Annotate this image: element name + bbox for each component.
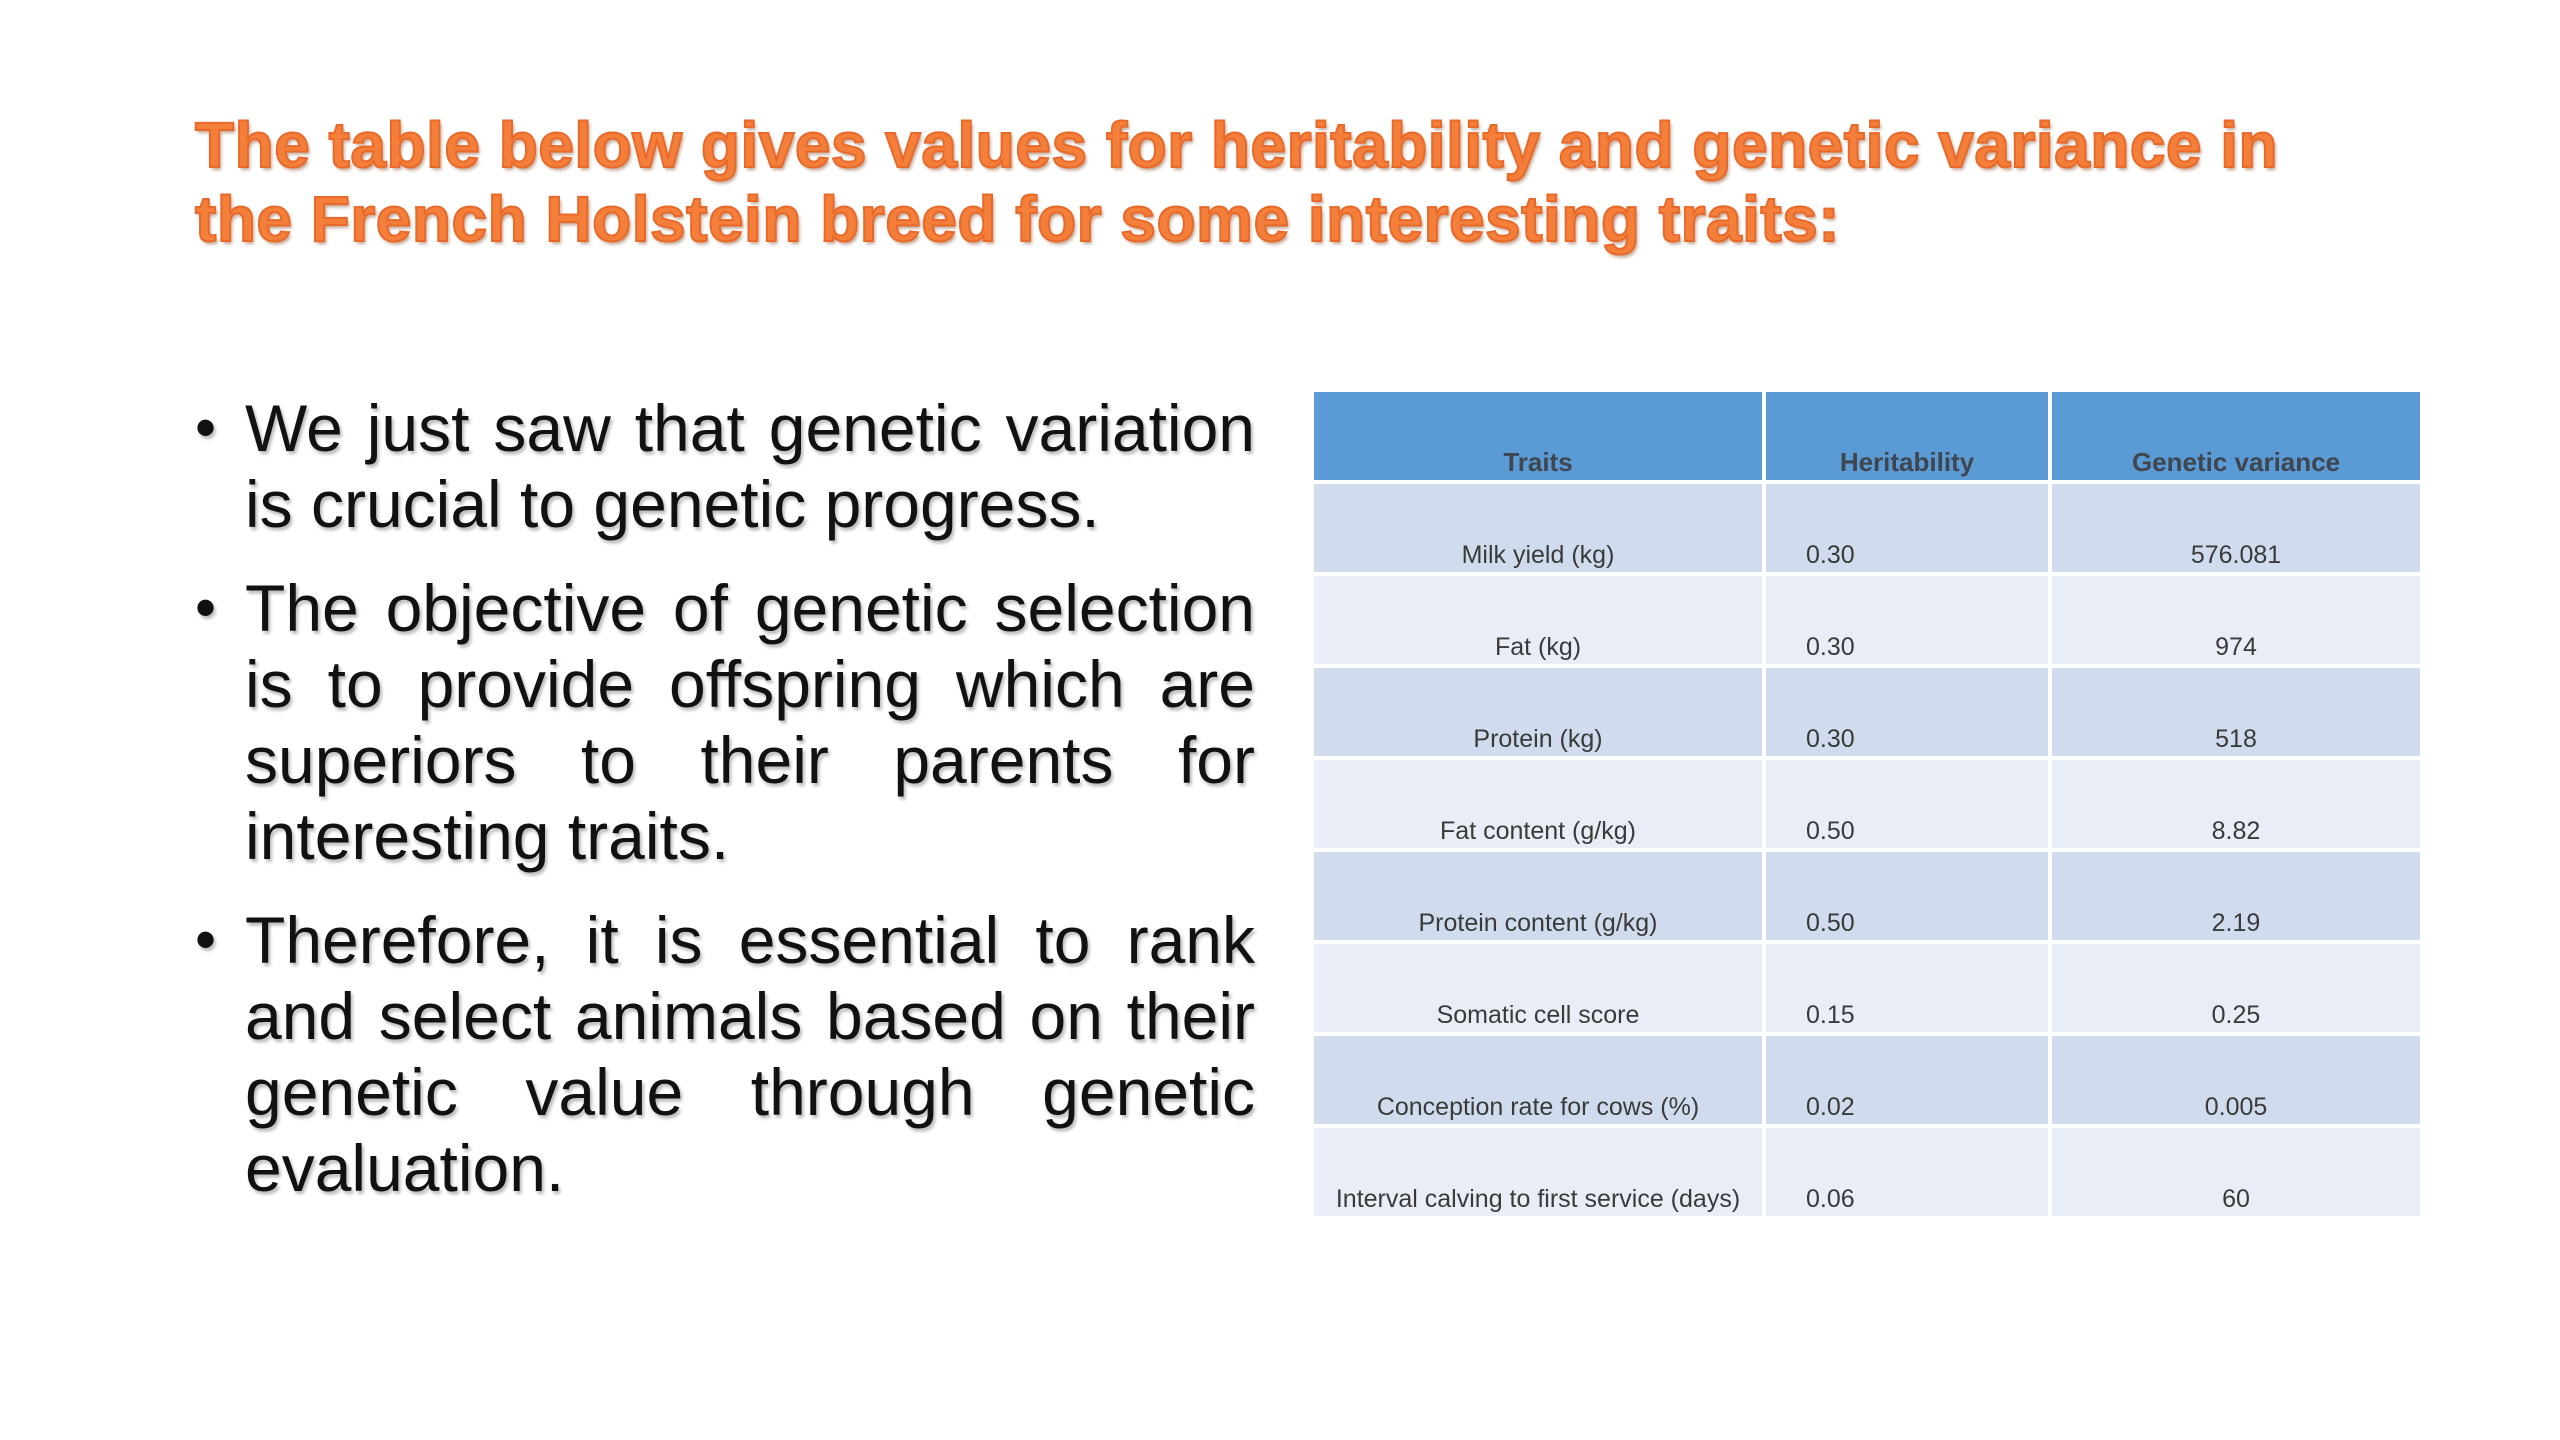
header-heritability: Heritability <box>1766 392 2048 480</box>
cell-genetic-variance: 518 <box>2052 668 2420 756</box>
cell-trait: Conception rate for cows (%) <box>1314 1036 1762 1124</box>
cell-trait: Fat (kg) <box>1314 576 1762 664</box>
cell-heritability: 0.06 <box>1766 1128 2048 1216</box>
cell-trait: Somatic cell score <box>1314 944 1762 1032</box>
table-header-row: Traits Heritability Genetic variance <box>1314 392 2420 480</box>
bullet-dot-icon: • <box>195 574 217 641</box>
header-traits: Traits <box>1314 392 1762 480</box>
table-row: Fat content (g/kg) 0.50 8.82 <box>1314 760 2420 848</box>
cell-genetic-variance: 8.82 <box>2052 760 2420 848</box>
cell-trait: Milk yield (kg) <box>1314 484 1762 572</box>
title-line-2: the French Holstein breed for some inter… <box>194 182 1841 256</box>
table-row: Protein (kg) 0.30 518 <box>1314 668 2420 756</box>
bullet-item: • Therefore, it is essential to rank and … <box>195 902 1255 1206</box>
cell-genetic-variance: 2.19 <box>2052 852 2420 940</box>
cell-genetic-variance: 0.005 <box>2052 1036 2420 1124</box>
bullet-dot-icon: • <box>195 394 217 461</box>
bullet-text: The objective of genetic selection is to… <box>245 571 1255 873</box>
cell-genetic-variance: 60 <box>2052 1128 2420 1216</box>
bullet-text: We just saw that genetic variation is cr… <box>245 391 1255 541</box>
cell-heritability: 0.50 <box>1766 760 2048 848</box>
cell-trait: Fat content (g/kg) <box>1314 760 1762 848</box>
cell-heritability: 0.30 <box>1766 668 2048 756</box>
slide-title: The table below gives values for heritab… <box>194 108 2395 256</box>
cell-heritability: 0.30 <box>1766 576 2048 664</box>
bullet-text: Therefore, it is essential to rank and s… <box>245 903 1255 1205</box>
cell-trait: Protein content (g/kg) <box>1314 852 1762 940</box>
table-row: Protein content (g/kg) 0.50 2.19 <box>1314 852 2420 940</box>
cell-trait: Protein (kg) <box>1314 668 1762 756</box>
bullet-dot-icon: • <box>195 906 217 973</box>
bullet-item: • The objective of genetic selection is t… <box>195 570 1255 874</box>
cell-heritability: 0.02 <box>1766 1036 2048 1124</box>
cell-heritability: 0.15 <box>1766 944 2048 1032</box>
bullet-list: • We just saw that genetic variation is c… <box>195 390 1255 1234</box>
table-row: Milk yield (kg) 0.30 576.081 <box>1314 484 2420 572</box>
table-row: Fat (kg) 0.30 974 <box>1314 576 2420 664</box>
table-row: Interval calving to first service (days)… <box>1314 1128 2420 1216</box>
bullet-item: • We just saw that genetic variation is c… <box>195 390 1255 542</box>
cell-genetic-variance: 576.081 <box>2052 484 2420 572</box>
cell-genetic-variance: 0.25 <box>2052 944 2420 1032</box>
header-genetic-variance: Genetic variance <box>2052 392 2420 480</box>
cell-heritability: 0.30 <box>1766 484 2048 572</box>
cell-trait: Interval calving to first service (days) <box>1314 1128 1762 1216</box>
table-row: Somatic cell score 0.15 0.25 <box>1314 944 2420 1032</box>
cell-heritability: 0.50 <box>1766 852 2048 940</box>
table-row: Conception rate for cows (%) 0.02 0.005 <box>1314 1036 2420 1124</box>
title-line-1: The table below gives values for heritab… <box>194 108 2279 182</box>
cell-genetic-variance: 974 <box>2052 576 2420 664</box>
traits-table: Traits Heritability Genetic variance Mil… <box>1310 388 2424 1220</box>
